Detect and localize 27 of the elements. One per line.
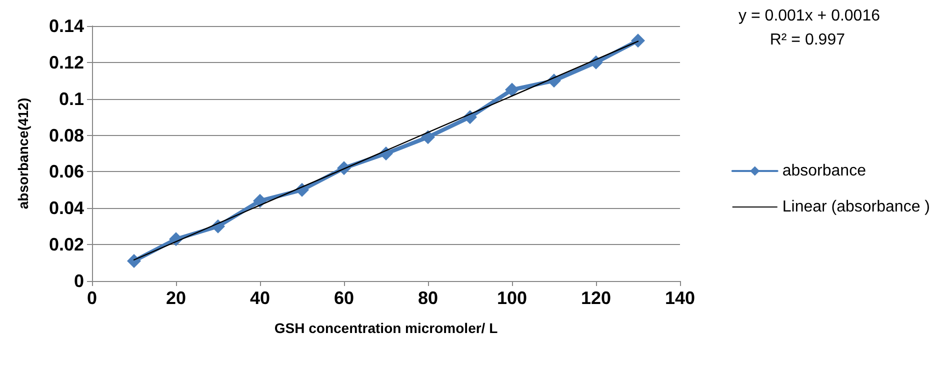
y-tick-label: 0.12 bbox=[48, 52, 84, 72]
x-tick-label: 80 bbox=[418, 288, 438, 308]
point bbox=[631, 34, 645, 48]
x-tick-label: 60 bbox=[334, 288, 354, 308]
text: y = 0.001x + 0.0016 bbox=[738, 8, 880, 24]
y-tick-label: 0.08 bbox=[48, 125, 84, 146]
legend-label: absorbance bbox=[782, 162, 866, 180]
x-axis-title: GSH concentration micromoler/ L bbox=[274, 320, 498, 336]
y-tick-label: 0.02 bbox=[48, 234, 84, 255]
y-tick-label: 0.14 bbox=[48, 16, 84, 36]
x-tick-label: 0 bbox=[86, 288, 98, 308]
y-tick-label: 0.04 bbox=[48, 198, 84, 218]
point bbox=[127, 254, 141, 268]
y-tick-label: 0.1 bbox=[58, 88, 84, 109]
x-tick-label: 140 bbox=[664, 288, 696, 308]
point bbox=[505, 82, 519, 97]
x-tick-label: 40 bbox=[250, 288, 270, 308]
y-tick-label: 0.06 bbox=[48, 162, 84, 182]
legend-label: Linear (absorbance ) bbox=[782, 198, 930, 216]
x-tick-label: 20 bbox=[166, 288, 186, 308]
y-tick-label: 0 bbox=[74, 271, 84, 291]
point bbox=[253, 194, 267, 208]
x-tick-label: 100 bbox=[496, 288, 528, 308]
x-tick-label: 120 bbox=[580, 288, 612, 308]
point bbox=[421, 130, 435, 144]
y-axis-title: absorbance(412) bbox=[15, 98, 31, 210]
text: R² = 0.997 bbox=[770, 32, 846, 48]
